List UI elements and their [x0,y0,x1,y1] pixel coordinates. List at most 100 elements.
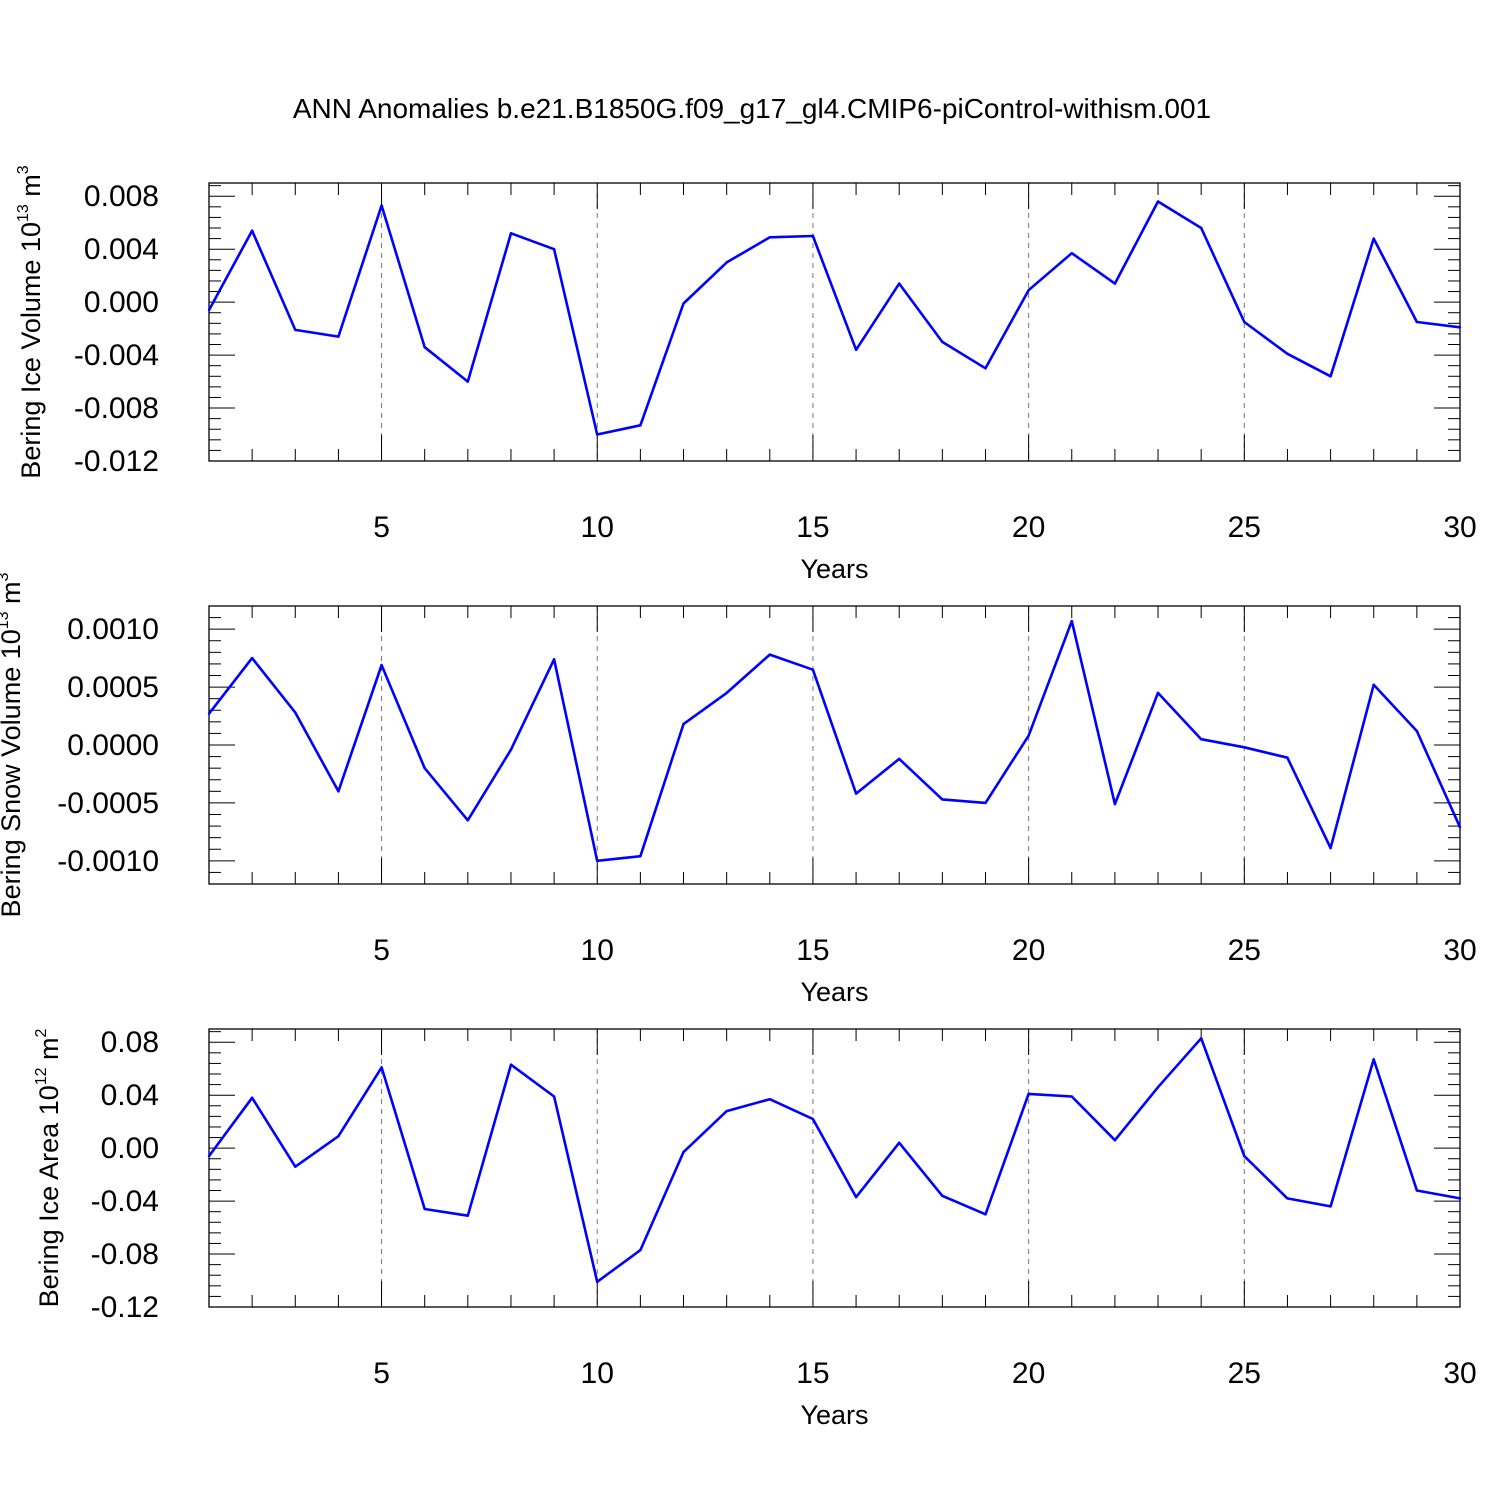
data-point [466,1214,470,1217]
data-point [1027,734,1030,737]
x-axis-title: Years [800,1400,868,1430]
y-tick-label: -0.0010 [57,845,159,878]
x-tick-label: 5 [373,934,390,967]
series-line [207,200,1461,436]
data-point [380,204,383,207]
x-tick-label: 20 [1012,934,1045,967]
data-point [1372,237,1375,240]
y-tick-label: 0.08 [101,1026,159,1059]
chart-panel-2: -0.0010 -0.0005 0.0000 0.0005 0.0010 5 10 15 20 2… [0,572,1477,1007]
y-tick-label: 0.000 [84,286,159,319]
x-tick-label: 10 [581,934,614,967]
data-point [250,1096,254,1100]
data-point [509,1063,513,1066]
data-point [854,792,858,795]
data-point [1329,846,1332,850]
data-point [768,653,771,656]
data-point [423,1207,426,1211]
data-point [682,302,685,305]
x-tick-label: 5 [373,511,390,544]
data-point [1243,320,1246,324]
data-point [1070,251,1073,255]
data-point [1199,1037,1203,1040]
data-point [639,1248,642,1252]
data-point [509,232,513,235]
data-point [811,1117,815,1121]
y-tick-label: -0.004 [74,339,159,372]
data-point [250,656,254,660]
data-point [1156,691,1160,695]
data-point [984,367,987,370]
x-axis-title: Years [800,977,868,1007]
data-point [1372,683,1375,686]
data-point [1458,326,1462,329]
data-point [207,712,211,715]
data-point [509,748,513,751]
plot-frame [208,182,1461,462]
y-tick-label: 0.0010 [67,613,159,646]
data-point [725,691,728,695]
x-axis-title: Years [800,554,868,584]
data-point [1199,738,1203,741]
data-point [1070,1095,1073,1098]
data-point [941,798,944,801]
y-tick-label: 0.0005 [67,671,159,704]
x-tick-label: 15 [796,934,829,967]
y-tick-label: -0.08 [91,1238,159,1271]
data-point [552,1095,556,1098]
data-point [380,663,383,667]
chart-panel-1: -0.012 -0.008 -0.004 0.000 0.004 0.008 5 10 15 20… [15,165,1477,584]
y-axis-title: Bering Snow Volume 1013 m3 [0,572,26,917]
data-point [1156,200,1160,203]
data-point [1027,289,1030,292]
x-tick-label: 5 [373,1357,390,1390]
data-point [207,308,211,312]
data-point [639,855,642,858]
y-tick-label: -0.012 [74,445,159,478]
data-point [811,668,815,671]
x-tick-label: 25 [1228,1357,1261,1390]
y-axis-title-base: Bering Ice Volume 10 [16,222,46,479]
data-point [1458,1197,1462,1200]
data-point [1113,282,1117,285]
data-point [596,1280,599,1284]
y-tick-label: 0.0000 [67,729,159,762]
y-axis-title-base: Bering Ice Area 10 [34,1085,64,1307]
y-axis-title: Bering Ice Volume 1013 m3 [15,165,46,478]
data-point [1329,1205,1332,1208]
y-axis-title-base: Bering Snow Volume 10 [0,629,26,917]
y-axis-title: Bering Ice Area 1012 m2 [33,1028,64,1307]
data-point [423,766,426,770]
data-point [1372,1058,1375,1061]
data-point [984,801,987,805]
y-axis-title-unit-exponent: 3 [0,572,12,581]
data-point [682,722,685,726]
data-point [854,1195,858,1199]
data-point [423,345,426,349]
data-point [1329,375,1332,378]
data-point [941,1194,944,1198]
data-point [294,711,297,714]
x-tick-label: 15 [796,1357,829,1390]
y-tick-label: 0.008 [84,180,159,213]
y-tick-label: 0.00 [101,1132,159,1165]
data-point [1415,729,1419,733]
figure-title: ANN Anomalies b.e21.B1850G.f09_g17_gl4.C… [293,93,1211,124]
data-point [725,1109,728,1113]
y-tick-label: -0.008 [74,392,159,425]
x-tick-label: 30 [1443,934,1476,967]
y-axis-title-unit: m [34,1037,64,1067]
data-point [1113,802,1117,806]
data-point [207,1154,211,1158]
y-tick-label: -0.12 [91,1291,159,1324]
series-line [207,1037,1461,1284]
data-point [1415,1189,1419,1192]
data-point [639,424,642,427]
data-point [1243,1154,1246,1158]
data-point [1243,746,1246,749]
y-axis-title-exponent: 13 [15,204,32,222]
data-point [596,859,599,863]
data-point [552,658,556,661]
